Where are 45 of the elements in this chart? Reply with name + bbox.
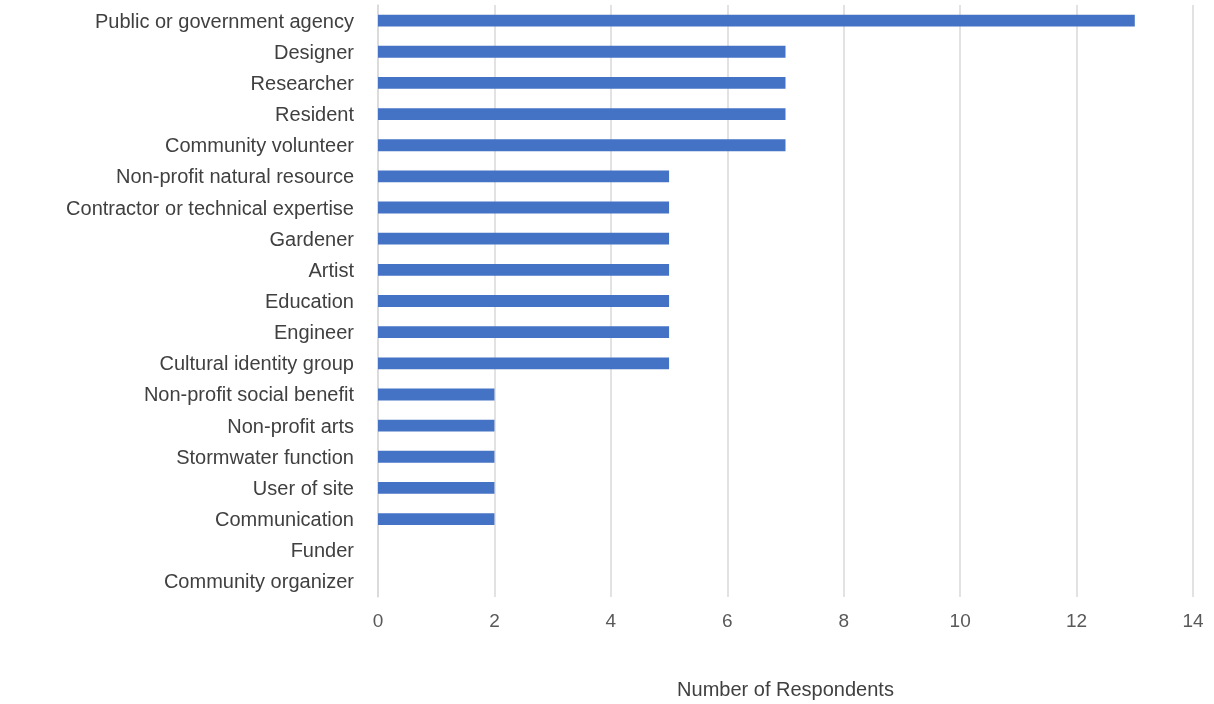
y-tick-label: Funder [290,539,355,562]
y-tick-label: Non-profit social benefit [143,383,355,406]
bar [378,482,495,494]
y-tick-label: Artist [308,258,355,281]
y-tick-label: Community organizer [163,570,355,593]
x-axis-title: Number of Respondents [677,678,894,700]
y-tick-label: Non-profit arts [227,414,354,437]
bar [378,232,670,245]
x-tick-label: 10 [949,610,971,631]
x-tick-label: 12 [1066,610,1088,631]
y-tick-label: Non-profit natural resource [116,165,354,188]
bar [378,201,670,214]
x-tick-label: 4 [605,610,617,631]
y-tick-label: Public or government agency [94,9,354,32]
x-tick-label: 0 [372,610,384,631]
bar [378,45,786,58]
y-tick-label: Designer [273,40,355,63]
y-tick-label: User of site [252,476,354,499]
y-tick-label: Engineer [273,321,355,344]
y-tick-label: Contractor or technical expertise [66,196,354,219]
bar [378,108,786,120]
y-tick-label: Education [265,290,354,312]
y-tick-label: Stormwater function [176,445,354,468]
bar [378,326,670,339]
x-tick-label: 2 [489,610,500,631]
y-tick-label: Cultural identity group [159,352,354,375]
bar [378,388,495,401]
bar [378,295,670,307]
x-tick-label: 6 [722,610,733,631]
bar [378,357,670,370]
bar [378,14,1135,27]
x-tick-label: 8 [838,610,849,631]
bar [378,170,670,183]
y-tick-label: Communication [215,508,354,531]
bar [378,76,786,89]
y-tick-label: Gardener [269,227,355,250]
y-tick-label: Community volunteer [165,134,355,157]
x-tick-label: 14 [1182,610,1204,631]
bar [378,139,786,152]
bar [378,263,670,276]
bar [378,419,495,432]
bar [378,450,495,463]
y-tick-label: Researcher [250,71,355,94]
bar [378,513,495,526]
y-tick-label: Resident [275,103,355,126]
